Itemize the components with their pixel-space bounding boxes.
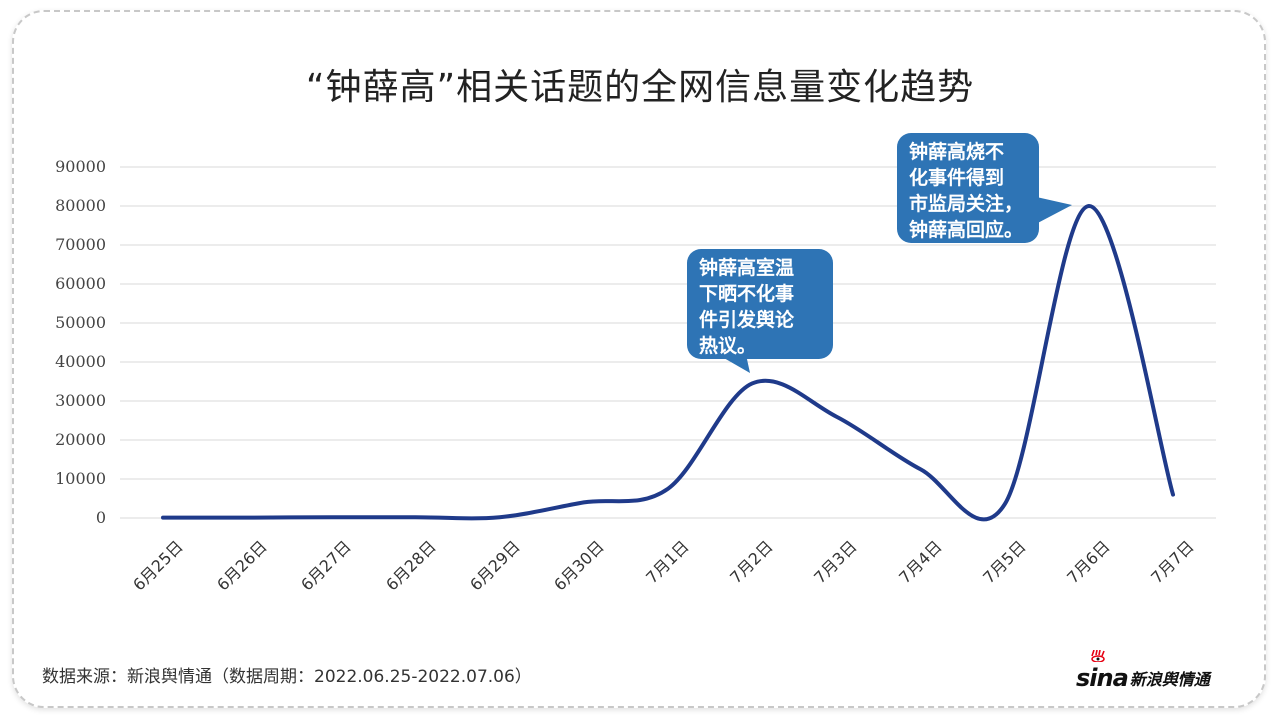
y-tick-label: 0: [95, 508, 106, 527]
y-tick-label: 90000: [55, 157, 106, 176]
data-source-footnote: 数据来源：新浪舆情通（数据周期：2022.06.25-2022.07.06）: [42, 667, 532, 687]
callout-line: 热议。: [699, 335, 757, 357]
sina-eye-icon: [1091, 650, 1105, 662]
callout-line: 件引发舆论: [699, 309, 795, 331]
y-tick-label: 50000: [55, 313, 106, 332]
gridlines: [120, 166, 1216, 519]
y-tick-label: 80000: [55, 196, 106, 215]
y-tick-label: 30000: [55, 391, 106, 410]
callout-line: 钟薛高室温: [699, 257, 795, 279]
logo-product-name: 新浪舆情通: [1129, 670, 1210, 689]
callout-line: 下晒不化事: [699, 283, 795, 305]
y-tick-label: 70000: [55, 235, 106, 254]
annotation-callout-jul2: 钟薛高室温 下晒不化事 件引发舆论 热议。: [687, 249, 833, 359]
chart-title: “钟薛高”相关话题的全网信息量变化趋势: [305, 67, 975, 108]
sina-yuqingtong-logo: sina 新浪舆情通: [1076, 650, 1210, 692]
sina-brand-text: sina: [1076, 664, 1129, 692]
callout-line: 化事件得到: [909, 167, 1005, 189]
y-tick-label: 20000: [55, 430, 106, 449]
callout-line: 市监局关注，: [909, 193, 1024, 215]
y-tick-label: 60000: [55, 274, 106, 293]
callout-line: 钟薛高回应。: [909, 219, 1024, 241]
sina-wordmark: sina: [1076, 650, 1129, 692]
callout-line: 钟薛高烧不: [909, 141, 1005, 163]
callout-pointer-2: [1032, 196, 1072, 226]
annotation-callout-jul6: 钟薛高烧不 化事件得到 市监局关注， 钟薛高回应。: [897, 133, 1039, 243]
chart-card: [12, 10, 1266, 708]
y-tick-label: 40000: [55, 352, 106, 371]
y-tick-label: 10000: [55, 469, 106, 488]
series-line: [161, 203, 1175, 522]
